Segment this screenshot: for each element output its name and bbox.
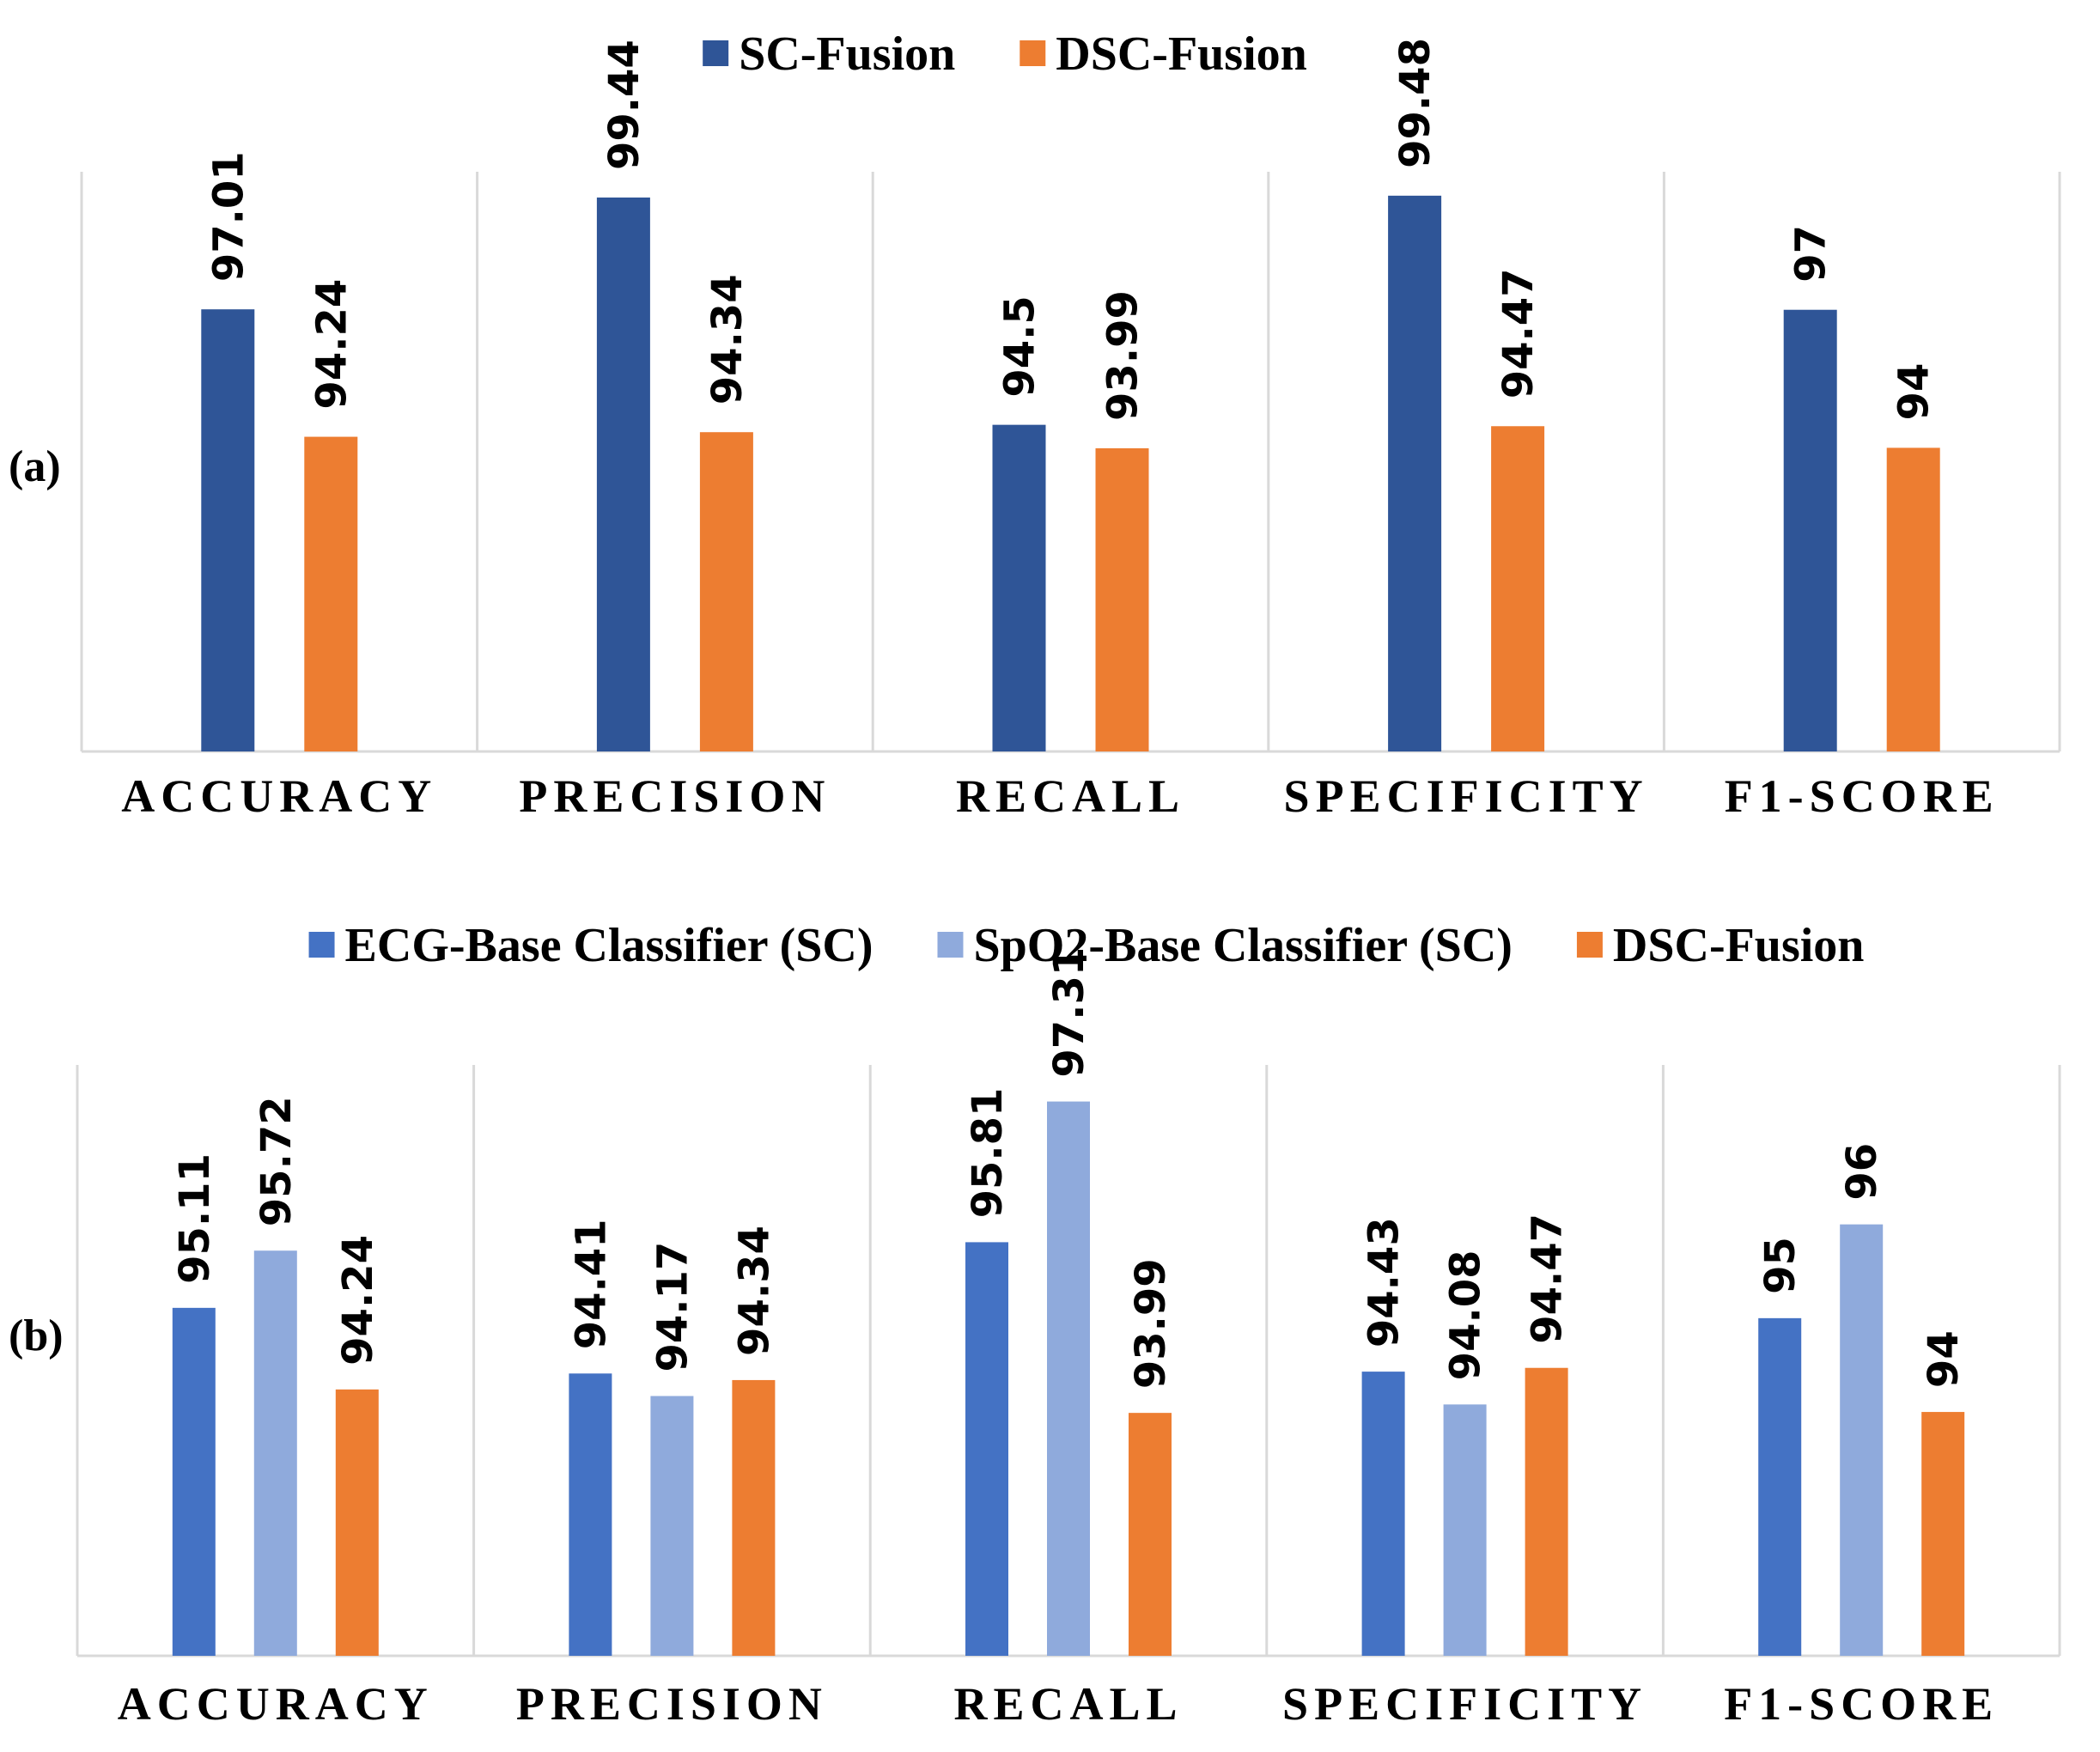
x-tick-label-f1-score: F1-SCORE: [1725, 770, 2000, 822]
data-label-dsc-fusion-recall: 93.99: [1099, 290, 1147, 421]
legend-item-dsc-fusion: DSC-Fusion: [1020, 27, 1307, 81]
data-label-dsc-fusion-specificity: 94.47: [1524, 1214, 1572, 1344]
data-label-ecg-base-classifier-sc-recall: 95.81: [964, 1088, 1012, 1219]
bar-sc-fusion-f1-score: [1783, 309, 1837, 751]
bar-dsc-fusion-f1-score: [1886, 447, 1940, 751]
panel-label: (a): [9, 442, 61, 491]
bar-ecg-base-classifier-sc-specificity: [1361, 1372, 1405, 1656]
legend-label: SpO2-Base Classifier (SC): [973, 919, 1512, 972]
data-label-dsc-fusion-precision: 94.34: [703, 274, 752, 405]
legend-swatch: [1020, 40, 1046, 66]
bar-spo2-base-classifier-sc-specificity: [1443, 1404, 1487, 1656]
bar-spo2-base-classifier-sc-accuracy: [253, 1250, 297, 1656]
bar-dsc-fusion-recall: [1129, 1413, 1172, 1656]
data-label-dsc-fusion-accuracy: 94.24: [334, 1235, 382, 1366]
panel-a: (a) 97.01 94.24 ACCURACY 99.44 94.34 PRECISION…: [9, 27, 2061, 822]
data-label-dsc-fusion-f1-score: 94: [1890, 363, 1939, 421]
bar-ecg-base-classifier-sc-precision: [569, 1373, 612, 1656]
bar-dsc-fusion-specificity: [1525, 1367, 1568, 1656]
legend-swatch: [1576, 932, 1603, 958]
legend-label: ECG-Base Classifier (SC): [345, 919, 873, 972]
data-label-sc-fusion-accuracy: 97.01: [204, 151, 253, 282]
data-label-dsc-fusion-accuracy: 94.24: [307, 279, 356, 410]
data-label-ecg-base-classifier-sc-precision: 94.41: [567, 1219, 615, 1349]
data-label-spo2-base-classifier-sc-precision: 94.17: [648, 1242, 697, 1372]
bar-dsc-fusion-precision: [699, 432, 753, 751]
x-tick-label-recall: RECALL: [953, 1678, 1183, 1730]
legend-item-dsc-fusion: DSC-Fusion: [1576, 919, 1865, 972]
bar-ecg-base-classifier-sc-f1-score: [1758, 1317, 1802, 1656]
data-label-sc-fusion-f1-score: 97: [1787, 225, 1835, 283]
bar-dsc-fusion-precision: [732, 1379, 776, 1656]
legend-label: SC-Fusion: [739, 27, 955, 81]
bar-spo2-base-classifier-sc-recall: [1047, 1101, 1090, 1656]
panel-label: (b): [9, 1311, 64, 1360]
legend-item-ecg-base-classifier-sc: ECG-Base Classifier (SC): [308, 919, 873, 972]
x-tick-label-precision: PRECISION: [519, 770, 831, 822]
x-tick-label-accuracy: ACCURACY: [121, 770, 437, 822]
data-label-dsc-fusion-precision: 94.34: [730, 1226, 778, 1356]
bar-dsc-fusion-recall: [1095, 447, 1149, 751]
x-tick-label-precision: PRECISION: [516, 1678, 828, 1730]
panel-b: (b) 95.11 95.72 94.24 ACCURACY 94.41 94.17 94.3…: [9, 919, 2061, 1730]
legend-swatch: [703, 40, 729, 66]
bar-ecg-base-classifier-sc-recall: [965, 1242, 1008, 1656]
bar-sc-fusion-specificity: [1388, 195, 1442, 751]
data-label-spo2-base-classifier-sc-f1-score: 96: [1838, 1143, 1886, 1201]
bar-dsc-fusion-accuracy: [335, 1389, 379, 1656]
bar-dsc-fusion-specificity: [1491, 426, 1545, 751]
bar-spo2-base-classifier-sc-f1-score: [1840, 1224, 1884, 1656]
bar-sc-fusion-precision: [596, 198, 650, 751]
data-label-dsc-fusion-specificity: 94.47: [1494, 268, 1543, 398]
legend-swatch: [308, 932, 335, 958]
bar-spo2-base-classifier-sc-precision: [650, 1396, 694, 1656]
data-label-spo2-base-classifier-sc-recall: 97.31: [1045, 947, 1093, 1078]
bar-dsc-fusion-accuracy: [304, 436, 358, 751]
data-label-dsc-fusion-f1-score: 94: [1920, 1330, 1968, 1388]
data-label-sc-fusion-precision: 99.44: [600, 40, 648, 170]
x-tick-label-recall: RECALL: [956, 770, 1185, 822]
bar-sc-fusion-recall: [992, 424, 1046, 751]
bar-sc-fusion-accuracy: [201, 309, 255, 751]
legend-item-sc-fusion: SC-Fusion: [703, 27, 955, 81]
x-tick-label-accuracy: ACCURACY: [118, 1678, 434, 1730]
data-label-dsc-fusion-recall: 93.99: [1127, 1258, 1175, 1389]
x-tick-label-specificity: SPECIFICITY: [1282, 1678, 1647, 1730]
data-label-ecg-base-classifier-sc-specificity: 94.43: [1360, 1217, 1409, 1347]
data-label-spo2-base-classifier-sc-specificity: 94.08: [1442, 1250, 1490, 1380]
legend: ECG-Base Classifier (SC) SpO2-Base Classi…: [308, 919, 1865, 972]
x-tick-label-specificity: SPECIFICITY: [1284, 770, 1649, 822]
legend: SC-Fusion DSC-Fusion: [703, 27, 1307, 81]
x-tick-label-f1-score: F1-SCORE: [1724, 1678, 1999, 1730]
bar-ecg-base-classifier-sc-accuracy: [172, 1307, 216, 1656]
legend-swatch: [937, 932, 964, 958]
legend-label: DSC-Fusion: [1613, 919, 1865, 972]
data-label-spo2-base-classifier-sc-accuracy: 95.72: [253, 1096, 301, 1226]
legend-label: DSC-Fusion: [1056, 27, 1307, 81]
data-label-ecg-base-classifier-sc-accuracy: 95.11: [171, 1153, 219, 1284]
data-label-sc-fusion-specificity: 99.48: [1391, 38, 1440, 168]
data-label-sc-fusion-recall: 94.5: [996, 295, 1044, 397]
bar-dsc-fusion-f1-score: [1921, 1412, 1965, 1656]
legend-item-spo2-base-classifier-sc: SpO2-Base Classifier (SC): [937, 919, 1513, 972]
data-label-ecg-base-classifier-sc-f1-score: 95: [1756, 1237, 1805, 1294]
